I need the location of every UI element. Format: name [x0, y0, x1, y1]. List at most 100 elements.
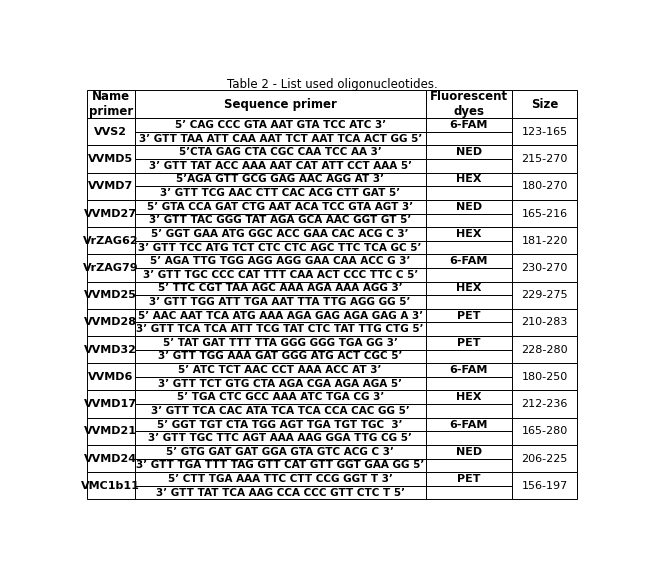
- Bar: [512, 390, 577, 418]
- Bar: [135, 118, 426, 132]
- Text: 3’ GTT TAT TCA AAG CCA CCC GTT CTC T 5’: 3’ GTT TAT TCA AAG CCA CCC GTT CTC T 5’: [156, 488, 404, 498]
- Text: 3’ GTT TCG AAC CTT CAC ACG CTT GAT 5’: 3’ GTT TCG AAC CTT CAC ACG CTT GAT 5’: [160, 188, 400, 198]
- Text: 3’ GTT TGG ATT TGA AAT TTA TTG AGG GG 5’: 3’ GTT TGG ATT TGA AAT TTA TTG AGG GG 5’: [150, 297, 411, 307]
- Text: 5’ ATC TCT AAC CCT AAA ACC AT 3’: 5’ ATC TCT AAC CCT AAA ACC AT 3’: [178, 365, 382, 375]
- Bar: [426, 377, 512, 390]
- Bar: [426, 404, 512, 418]
- Text: 206-225: 206-225: [522, 454, 568, 463]
- Text: 5’ CAG CCC GTA AAT GTA TCC ATC 3’: 5’ CAG CCC GTA AAT GTA TCC ATC 3’: [174, 120, 386, 130]
- Bar: [426, 90, 512, 118]
- Text: 3’ GTT TGC CCC CAT TTT CAA ACT CCC TTC C 5’: 3’ GTT TGC CCC CAT TTT CAA ACT CCC TTC C…: [143, 270, 418, 280]
- Bar: [135, 350, 426, 363]
- Bar: [135, 159, 426, 173]
- Bar: [512, 90, 577, 118]
- Bar: [426, 445, 512, 459]
- Bar: [87, 145, 135, 173]
- Bar: [87, 200, 135, 227]
- Bar: [426, 173, 512, 186]
- Text: PET: PET: [457, 474, 481, 484]
- Bar: [135, 214, 426, 227]
- Text: 5’ CTT TGA AAA TTC CTT CCG GGT T 3’: 5’ CTT TGA AAA TTC CTT CCG GGT T 3’: [168, 474, 393, 484]
- Text: NED: NED: [456, 202, 482, 212]
- Bar: [426, 254, 512, 268]
- Text: 5’AGA GTT GCG GAG AAC AGG AT 3’: 5’AGA GTT GCG GAG AAC AGG AT 3’: [176, 175, 384, 185]
- Bar: [135, 281, 426, 295]
- Text: VrZAG79: VrZAG79: [83, 263, 139, 273]
- Bar: [87, 309, 135, 336]
- Bar: [426, 459, 512, 472]
- Bar: [426, 145, 512, 159]
- Bar: [135, 418, 426, 431]
- Text: VVS2: VVS2: [95, 127, 127, 137]
- Bar: [426, 159, 512, 173]
- Bar: [426, 486, 512, 499]
- Text: 5’ TGA CTC GCC AAA ATC TGA CG 3’: 5’ TGA CTC GCC AAA ATC TGA CG 3’: [176, 392, 384, 402]
- Bar: [135, 486, 426, 499]
- Bar: [426, 363, 512, 377]
- Bar: [135, 431, 426, 445]
- Text: 165-280: 165-280: [522, 427, 568, 436]
- Text: 230-270: 230-270: [522, 263, 568, 273]
- Bar: [426, 336, 512, 350]
- Text: HEX: HEX: [456, 392, 481, 402]
- Text: 5’ AGA TTG TGG AGG AGG GAA CAA ACC G 3’: 5’ AGA TTG TGG AGG AGG GAA CAA ACC G 3’: [150, 256, 410, 266]
- Text: 3’ GTT TAA ATT CAA AAT TCT AAT TCA ACT GG 5’: 3’ GTT TAA ATT CAA AAT TCT AAT TCA ACT G…: [139, 134, 422, 144]
- Text: 229-275: 229-275: [521, 290, 568, 300]
- Text: 6-FAM: 6-FAM: [450, 120, 488, 130]
- Text: VVMD25: VVMD25: [84, 290, 137, 300]
- Text: PET: PET: [457, 311, 481, 320]
- Bar: [87, 390, 135, 418]
- Bar: [512, 118, 577, 145]
- Text: VVMD24: VVMD24: [84, 454, 137, 463]
- Bar: [512, 200, 577, 227]
- Text: HEX: HEX: [456, 175, 481, 185]
- Text: 228-280: 228-280: [521, 345, 568, 355]
- Bar: [512, 254, 577, 281]
- Text: 6-FAM: 6-FAM: [450, 365, 488, 375]
- Bar: [135, 336, 426, 350]
- Text: VVMD32: VVMD32: [84, 345, 137, 355]
- Bar: [135, 145, 426, 159]
- Bar: [512, 472, 577, 499]
- Bar: [87, 445, 135, 472]
- Text: 3’ GTT TAC GGG TAT AGA GCA AAC GGT GT 5’: 3’ GTT TAC GGG TAT AGA GCA AAC GGT GT 5’: [149, 215, 411, 225]
- Text: VVMD21: VVMD21: [84, 427, 137, 436]
- Text: Name
primer: Name primer: [89, 90, 133, 118]
- Text: HEX: HEX: [456, 229, 481, 239]
- Bar: [135, 186, 426, 200]
- Bar: [87, 90, 135, 118]
- Text: VVMD6: VVMD6: [88, 372, 133, 382]
- Bar: [426, 268, 512, 281]
- Bar: [426, 241, 512, 254]
- Text: 3’ GTT TCT GTG CTA AGA CGA AGA AGA 5’: 3’ GTT TCT GTG CTA AGA CGA AGA AGA 5’: [158, 379, 402, 389]
- Bar: [87, 173, 135, 200]
- Text: VrZAG62: VrZAG62: [83, 236, 139, 246]
- Bar: [135, 363, 426, 377]
- Text: VVMD28: VVMD28: [84, 318, 137, 327]
- Text: VVMD7: VVMD7: [88, 181, 133, 192]
- Text: VVMD17: VVMD17: [84, 399, 137, 409]
- Text: 5’ GTG GAT GAT GGA GTA GTC ACG C 3’: 5’ GTG GAT GAT GGA GTA GTC ACG C 3’: [166, 447, 394, 457]
- Text: 215-270: 215-270: [522, 154, 568, 164]
- Bar: [426, 418, 512, 431]
- Text: 6-FAM: 6-FAM: [450, 256, 488, 266]
- Text: 3’ GTT TGC TTC AGT AAA AAG GGA TTG CG 5’: 3’ GTT TGC TTC AGT AAA AAG GGA TTG CG 5’: [148, 433, 412, 443]
- Text: Fluorescent
dyes: Fluorescent dyes: [430, 90, 508, 118]
- Text: 156-197: 156-197: [522, 481, 568, 491]
- Text: 5’CTA GAG CTA CGC CAA TCC AA 3’: 5’CTA GAG CTA CGC CAA TCC AA 3’: [179, 147, 382, 157]
- Bar: [426, 472, 512, 486]
- Bar: [512, 173, 577, 200]
- Bar: [87, 363, 135, 390]
- Bar: [426, 281, 512, 295]
- Bar: [426, 200, 512, 214]
- Text: 212-236: 212-236: [522, 399, 568, 409]
- Bar: [87, 254, 135, 281]
- Bar: [512, 363, 577, 390]
- Text: 180-250: 180-250: [522, 372, 568, 382]
- Bar: [426, 431, 512, 445]
- Text: 5’ TAT GAT TTT TTA GGG GGG TGA GG 3’: 5’ TAT GAT TTT TTA GGG GGG TGA GG 3’: [163, 338, 398, 348]
- Text: 3’ GTT TGG AAA GAT GGG ATG ACT CGC 5’: 3’ GTT TGG AAA GAT GGG ATG ACT CGC 5’: [158, 351, 402, 362]
- Text: 5’ AAC AAT TCA ATG AAA AGA GAG AGA GAG A 3’: 5’ AAC AAT TCA ATG AAA AGA GAG AGA GAG A…: [137, 311, 422, 320]
- Bar: [426, 118, 512, 132]
- Bar: [135, 390, 426, 404]
